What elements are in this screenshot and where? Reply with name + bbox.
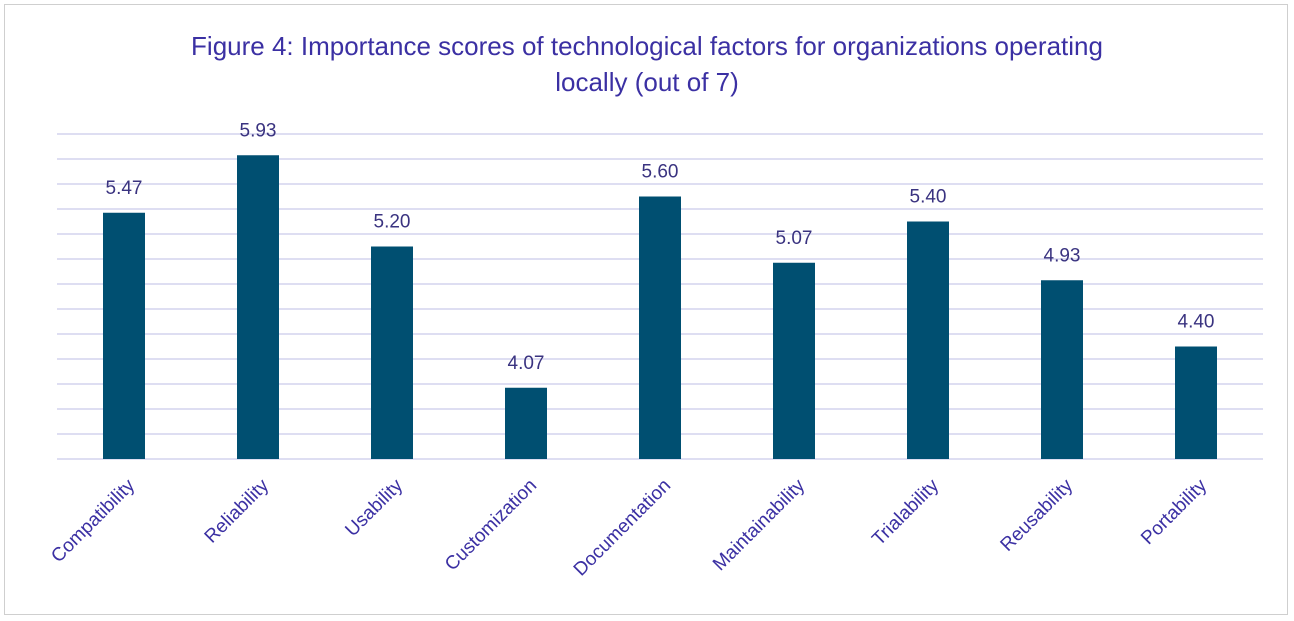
data-label: 5.47 bbox=[106, 178, 143, 199]
bar bbox=[371, 246, 413, 459]
bar bbox=[103, 212, 145, 459]
data-label: 5.93 bbox=[240, 120, 277, 141]
data-label: 4.07 bbox=[508, 353, 545, 374]
bar bbox=[1041, 280, 1083, 459]
data-label: 5.60 bbox=[642, 162, 679, 183]
bar bbox=[907, 221, 949, 459]
data-label: 5.40 bbox=[910, 187, 947, 208]
x-tick-label: Documentation bbox=[570, 475, 675, 580]
data-label: 4.40 bbox=[1178, 312, 1215, 333]
data-label: 4.93 bbox=[1044, 245, 1081, 266]
x-tick-label: Reliability bbox=[201, 475, 274, 548]
chart-title: Figure 4: Importance scores of technolog… bbox=[191, 31, 1103, 97]
bar bbox=[639, 196, 681, 459]
x-tick-label: Trialability bbox=[868, 475, 943, 550]
bar bbox=[237, 155, 279, 459]
bar bbox=[505, 387, 547, 459]
x-tick-label: Maintainability bbox=[709, 475, 809, 575]
x-tick-label: Customization bbox=[441, 475, 541, 575]
data-label: 5.07 bbox=[776, 228, 813, 249]
x-tick-label: Reusability bbox=[997, 475, 1078, 556]
x-tick-label: Portability bbox=[1137, 475, 1211, 549]
bar bbox=[1175, 346, 1217, 459]
data-label: 5.20 bbox=[374, 212, 411, 233]
bar bbox=[773, 262, 815, 459]
x-tick-label: Usability bbox=[341, 475, 407, 541]
chart-border bbox=[4, 4, 1288, 615]
x-tick-label: Compatibility bbox=[47, 475, 139, 567]
